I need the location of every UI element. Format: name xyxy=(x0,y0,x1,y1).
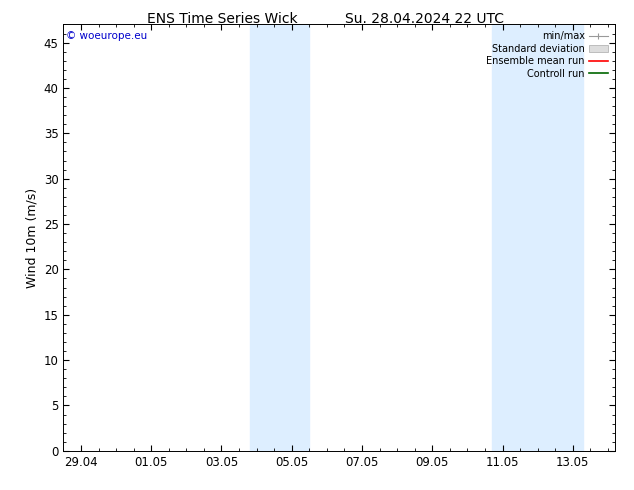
Y-axis label: Wind 10m (m/s): Wind 10m (m/s) xyxy=(25,188,38,288)
Text: ENS Time Series Wick: ENS Time Series Wick xyxy=(146,12,297,26)
Bar xyxy=(250,24,309,451)
Text: Su. 28.04.2024 22 UTC: Su. 28.04.2024 22 UTC xyxy=(346,12,504,26)
Bar xyxy=(492,24,583,451)
Text: © woeurope.eu: © woeurope.eu xyxy=(66,31,148,41)
Legend: min/max, Standard deviation, Ensemble mean run, Controll run: min/max, Standard deviation, Ensemble me… xyxy=(484,29,610,80)
